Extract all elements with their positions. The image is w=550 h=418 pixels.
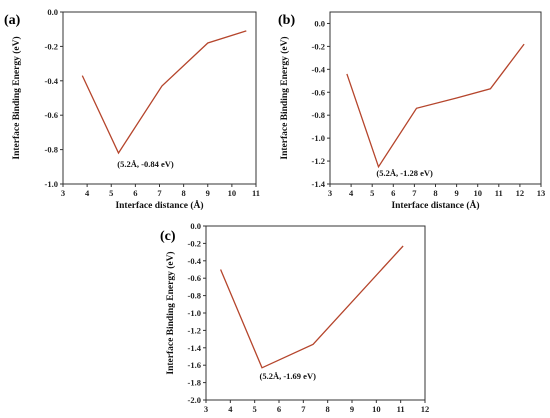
series-line	[220, 245, 404, 369]
y-axis-label: Interface Binding Energy (eV)	[279, 36, 290, 159]
chart-panel-c: 3 4 5 6 7 8 9 10 11 12 0.0 -0.2 -0.4 -0.6 -0.8 -1.0 -1.2…	[160, 221, 429, 414]
y-tick-label: -1.4	[312, 179, 326, 189]
x-tick-label: 11	[495, 188, 503, 198]
y-tick-label: -0.6	[312, 87, 325, 97]
y-tick-label: 0.0	[47, 7, 58, 17]
y-tick-label: -0.6	[188, 273, 201, 283]
x-tick-label: 12	[421, 404, 430, 414]
x-tick-label: 6	[277, 404, 281, 414]
x-tick-label: 3	[61, 188, 65, 198]
x-tick-label: 9	[350, 404, 354, 414]
x-tick-label: 7	[301, 404, 306, 414]
y-tick-label: -0.2	[188, 238, 201, 248]
x-tick-label: 6	[391, 188, 395, 198]
y-tick-label: -1.6	[188, 360, 201, 370]
chart-panel-a: 3 4 5 6 7 8 9 10 11 0.0 -0.2 -0.4 -0.6 -0.8 -1.0 Interf…	[4, 7, 260, 211]
y-tick-label: -1.0	[312, 133, 325, 143]
minimum-annotation: (5.2Å, -0.84 eV)	[117, 159, 174, 169]
x-tick-label: 5	[370, 188, 374, 198]
x-axis-label: Interface distance (Å)	[115, 199, 203, 211]
y-tick-label: -1.2	[188, 325, 201, 335]
y-tick-label: -0.4	[188, 256, 202, 266]
x-tick-label: 8	[182, 188, 186, 198]
y-tick-label: -0.8	[312, 110, 325, 120]
x-tick-label: 3	[204, 404, 208, 414]
y-tick-label: -1.4	[188, 343, 202, 353]
y-tick-label: 0.0	[190, 221, 201, 231]
x-tick-label: 12	[516, 188, 525, 198]
x-axis-label: Interface distance (Å)	[391, 199, 479, 211]
x-tick-label: 11	[252, 188, 260, 198]
x-tick-label: 5	[109, 188, 113, 198]
panel-label: (b)	[278, 13, 295, 28]
plot-frame	[329, 11, 542, 185]
x-tick-label: 3	[328, 188, 332, 198]
x-tick-label: 4	[85, 188, 90, 198]
x-tick-label: 10	[228, 188, 237, 198]
x-tick-label: 9	[206, 188, 210, 198]
y-tick-label: -0.4	[45, 76, 59, 86]
y-axis-label: Interface Binding Energy (eV)	[165, 251, 176, 374]
x-tick-label: 7	[157, 188, 162, 198]
series-line	[346, 43, 525, 169]
y-axis-label: Interface Binding Energy (eV)	[11, 36, 22, 159]
x-tick-label: 7	[412, 188, 417, 198]
y-tick-label: -0.2	[312, 41, 325, 51]
y-tick-label: -0.2	[45, 41, 58, 51]
x-tick-label: 13	[537, 188, 546, 198]
y-tick-label: 0.0	[314, 18, 325, 28]
panel-label: (a)	[4, 13, 21, 28]
x-tick-label: 5	[253, 404, 257, 414]
y-tick-label: -1.2	[312, 156, 325, 166]
chart-panel-b: 3 4 5 6 7 8 9 10 11 12 13 0.0 -0.2 -0.4 -0.6 -0.8 -1.0 -1…	[278, 11, 546, 211]
y-tick-label: -0.4	[312, 64, 326, 74]
y-tick-label: -0.8	[188, 291, 201, 301]
panel-label: (c)	[160, 229, 176, 244]
y-tick-label: -1.0	[45, 179, 58, 189]
x-tick-label: 11	[397, 404, 405, 414]
x-tick-label: 10	[473, 188, 482, 198]
series-line	[81, 30, 247, 155]
minimum-annotation: (5.2Å, -1.28 eV)	[376, 168, 433, 178]
minimum-annotation: (5.2Å, -1.69 eV)	[260, 371, 317, 381]
y-tick-label: -0.6	[45, 110, 58, 120]
x-tick-label: 8	[326, 404, 330, 414]
x-tick-label: 4	[349, 188, 354, 198]
y-tick-label: -0.8	[45, 145, 58, 155]
y-tick-label: -1.8	[188, 378, 201, 388]
x-tick-label: 8	[433, 188, 437, 198]
x-tick-label: 4	[228, 404, 233, 414]
y-tick-label: -2.0	[188, 395, 201, 405]
x-tick-label: 9	[454, 188, 458, 198]
x-tick-label: 6	[133, 188, 137, 198]
y-tick-label: -1.0	[188, 308, 201, 318]
x-tick-label: 10	[372, 404, 381, 414]
